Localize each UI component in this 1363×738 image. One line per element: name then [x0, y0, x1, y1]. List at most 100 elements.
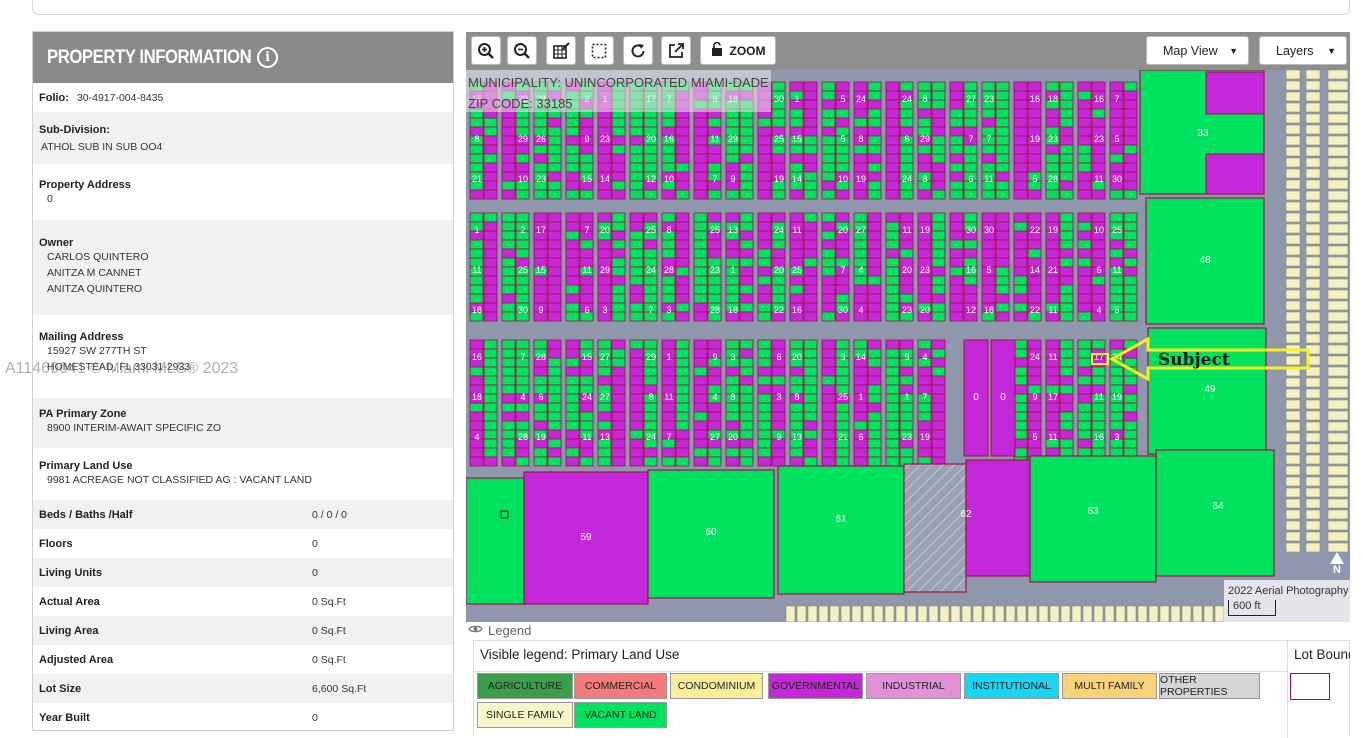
lot-parcel	[1027, 402, 1042, 413]
lot-parcel	[597, 239, 612, 250]
lot-parcel	[547, 180, 562, 191]
select-box-icon[interactable]	[584, 36, 614, 65]
lot-parcel	[803, 117, 818, 128]
lot-parcel	[611, 230, 626, 241]
lot-parcel	[675, 420, 690, 431]
lot-number: 5	[840, 134, 845, 144]
lot-parcel	[803, 293, 818, 304]
lot-parcel	[611, 117, 626, 128]
lot-parcel	[757, 302, 772, 313]
lot-parcel	[501, 189, 516, 200]
refresh-icon[interactable]	[623, 36, 653, 65]
zoom-in-icon[interactable]	[471, 36, 501, 65]
lot-parcel	[565, 212, 580, 223]
lot-boundary-swatch	[1290, 673, 1330, 700]
single-family-lot	[1192, 605, 1203, 622]
lot-parcel	[1123, 284, 1138, 295]
lot-number: 18	[472, 305, 482, 315]
lot-parcel	[1013, 144, 1028, 155]
parcel-map-canvas[interactable]: 1582120291028262329151231417201271610911…	[466, 70, 1350, 622]
layers-dropdown[interactable]: Layers ▼	[1259, 36, 1347, 65]
lot-parcel	[1045, 402, 1060, 413]
panel-header: PROPERTY INFORMATION i	[33, 32, 453, 83]
lot-parcel	[1077, 99, 1092, 110]
lot-parcel	[1091, 339, 1106, 350]
lot-parcel	[1123, 180, 1138, 191]
lot-parcel	[995, 230, 1010, 241]
single-family-lot	[1060, 605, 1071, 622]
fact-row: Actual Area 0 Sq.Ft	[33, 587, 453, 616]
lot-parcel	[867, 212, 882, 223]
single-family-lot	[1327, 190, 1349, 201]
edit-grid-icon[interactable]	[546, 36, 576, 65]
legend-toggle[interactable]: Legend	[466, 623, 531, 638]
single-family-lot	[1305, 509, 1321, 520]
lot-parcel	[483, 420, 498, 431]
lot-number: 16	[1094, 432, 1104, 442]
info-circle-icon[interactable]: i	[257, 47, 279, 68]
single-family-lot	[1038, 605, 1049, 622]
owner-name: ANITZA M CANNET	[47, 267, 142, 279]
lot-number: 17	[1094, 352, 1104, 362]
lot-parcel	[1123, 311, 1138, 322]
lot-parcel	[899, 366, 914, 377]
lot-number: 25	[646, 225, 656, 235]
lot-parcel	[1027, 212, 1042, 223]
lot-parcel	[597, 212, 612, 223]
lot-number: 11	[1094, 174, 1103, 184]
single-family-lot	[807, 605, 818, 622]
lot-parcel	[693, 126, 708, 137]
lot-parcel	[579, 402, 594, 413]
lot-parcel	[565, 375, 580, 386]
lot-parcel	[789, 456, 804, 467]
lot-parcel	[931, 357, 946, 368]
lot-number: 1	[474, 225, 479, 235]
lot-parcel	[757, 275, 772, 286]
lot-parcel	[579, 189, 594, 200]
lot-parcel	[1077, 239, 1092, 250]
lot-parcel	[1077, 402, 1092, 413]
lot-parcel	[885, 311, 900, 322]
owner-name: ANITZA QUINTERO	[47, 283, 143, 295]
single-family-lot	[1305, 157, 1321, 168]
parcel-61	[777, 465, 905, 595]
lot-parcel	[835, 311, 850, 322]
lot-parcel	[803, 357, 818, 368]
lot-parcel	[707, 153, 722, 164]
zoom-lock-button[interactable]: ZOOM	[700, 36, 776, 65]
lot-parcel	[803, 162, 818, 173]
lot-parcel	[885, 284, 900, 295]
lot-parcel	[1045, 144, 1060, 155]
lot-parcel	[483, 357, 498, 368]
lot-parcel	[693, 117, 708, 128]
lot-parcel	[931, 212, 946, 223]
lot-parcel	[931, 266, 946, 277]
lot-number: 2	[520, 225, 525, 235]
lot-parcel	[1027, 162, 1042, 173]
lot-parcel	[1013, 302, 1028, 313]
lot-parcel	[707, 275, 722, 286]
zoom-out-icon[interactable]	[507, 36, 537, 65]
lot-parcel	[1109, 212, 1124, 223]
lot-parcel	[469, 144, 484, 155]
lot-parcel	[707, 189, 722, 200]
lot-parcel	[611, 153, 626, 164]
lot-parcel	[867, 248, 882, 259]
lot-parcel	[1077, 162, 1092, 173]
map-view-dropdown[interactable]: Map View ▼	[1146, 36, 1249, 65]
single-family-lot	[983, 605, 994, 622]
lot-parcel	[917, 162, 932, 173]
fact-row: Year Built 0	[33, 703, 453, 732]
lot-parcel	[547, 212, 562, 223]
lot-parcel	[821, 438, 836, 449]
external-link-icon[interactable]	[661, 36, 691, 65]
single-family-lot	[1327, 256, 1349, 267]
lot-parcel	[931, 429, 946, 440]
parcel-map[interactable]: 1582120291028262329151231417201271610911…	[466, 70, 1350, 622]
lot-parcel	[821, 284, 836, 295]
lot-parcel	[853, 81, 868, 92]
lot-parcel	[1045, 293, 1060, 304]
lot-parcel	[963, 81, 978, 92]
single-family-lot	[1305, 432, 1321, 443]
lot-parcel	[597, 447, 612, 458]
